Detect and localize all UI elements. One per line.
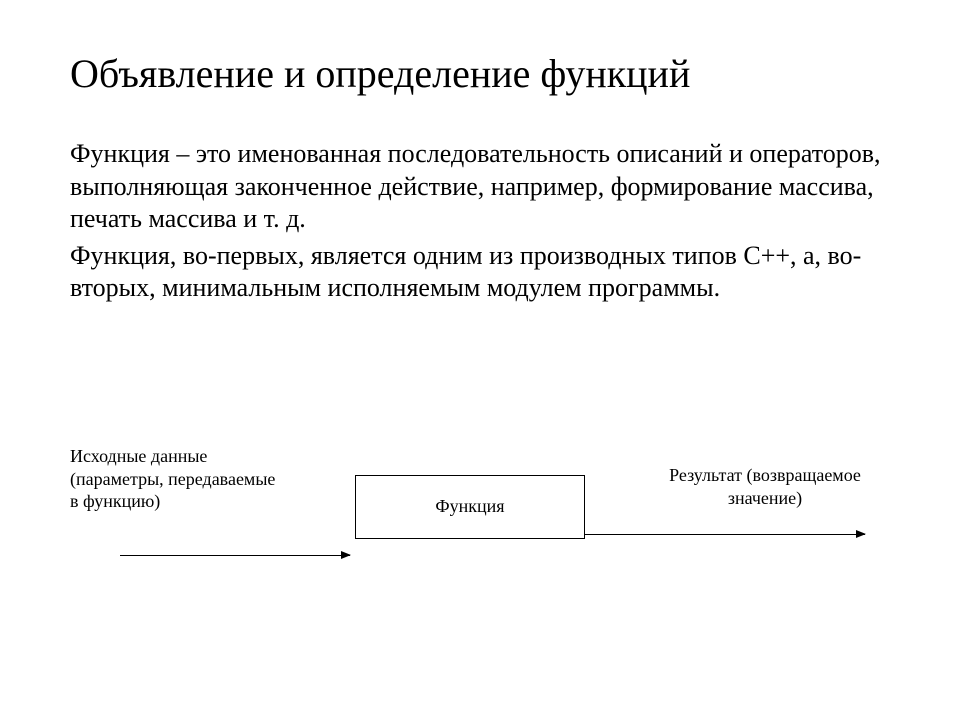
diagram-output-label-line2: значение) [640,487,890,510]
diagram-arrow-output [585,534,865,535]
diagram-input-label-line2: (параметры, передаваемые [70,468,350,491]
slide: Объявление и определение функций Функция… [0,0,960,720]
paragraph-2: Функция, во-первых, является одним из пр… [70,240,890,305]
diagram-input-label-line1: Исходные данные [70,445,350,468]
body-text: Функция – это именованная последовательн… [70,138,890,305]
diagram-output-label-line1: Результат (возвращаемое [640,464,890,487]
diagram-input-label-line3: в функцию) [70,490,350,513]
diagram-function-box: Функция [355,475,585,539]
diagram-input-label: Исходные данные (параметры, передаваемые… [70,445,350,513]
page-title: Объявление и определение функций [70,50,890,98]
paragraph-1: Функция – это именованная последовательн… [70,138,890,236]
diagram-arrow-input [120,555,350,556]
function-diagram: Исходные данные (параметры, передаваемые… [70,440,890,620]
diagram-output-label: Результат (возвращаемое значение) [640,464,890,509]
